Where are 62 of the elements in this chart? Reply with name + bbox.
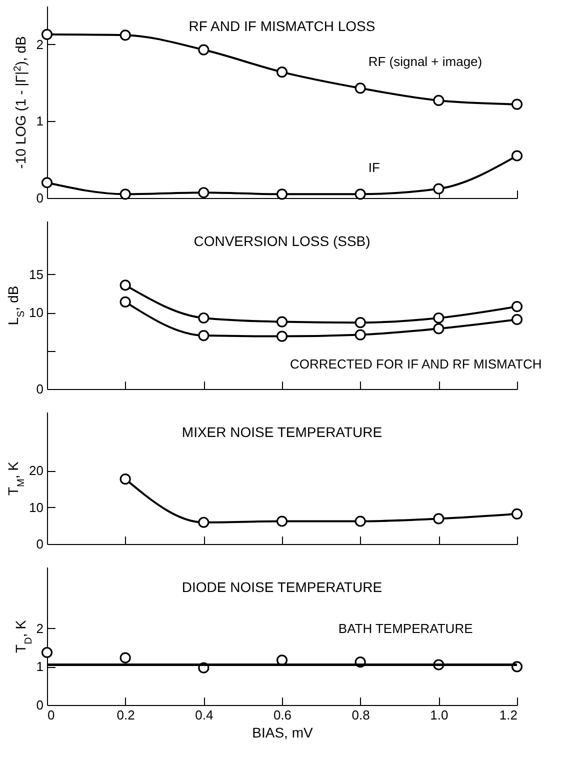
point bbox=[511, 314, 523, 326]
y-tick-label: 0 bbox=[36, 536, 44, 552]
point bbox=[511, 150, 523, 162]
point bbox=[41, 28, 53, 40]
x-tick-label: 0.8 bbox=[352, 708, 370, 722]
point bbox=[120, 280, 131, 291]
series-label: CORRECTED FOR IF AND RF MISMATCH bbox=[290, 356, 542, 372]
y-tick-label: 10 bbox=[29, 500, 44, 515]
point bbox=[41, 646, 53, 658]
point bbox=[276, 330, 288, 342]
y-tick-label: 0 bbox=[36, 698, 44, 712]
point bbox=[276, 516, 288, 527]
x-axis-title: BIAS, mV bbox=[252, 724, 314, 740]
point bbox=[198, 516, 210, 528]
x-tick-label: 0.2 bbox=[116, 708, 135, 722]
point bbox=[511, 508, 523, 520]
x-tick-label: 0.4 bbox=[195, 708, 214, 722]
point bbox=[433, 94, 444, 106]
text: DIODE NOISE TEMPERATURE bbox=[182, 579, 382, 595]
point bbox=[511, 98, 523, 110]
point bbox=[276, 66, 288, 78]
y-tick-label: 2 bbox=[36, 36, 44, 52]
point bbox=[198, 330, 210, 342]
point bbox=[354, 82, 366, 94]
point bbox=[198, 187, 210, 198]
point bbox=[120, 296, 131, 308]
point bbox=[198, 312, 210, 324]
y-tick-label: 20 bbox=[29, 463, 44, 478]
point bbox=[354, 317, 366, 328]
x-tick-label: 1.2 bbox=[499, 708, 518, 722]
x-tick-label: 0 bbox=[48, 708, 55, 722]
point bbox=[120, 30, 131, 41]
point bbox=[276, 188, 288, 200]
y-tick-label: 1 bbox=[36, 659, 44, 674]
y-tick-label: 10 bbox=[29, 305, 44, 320]
point bbox=[354, 516, 366, 527]
y-tick-label: 15 bbox=[29, 266, 44, 282]
point bbox=[120, 652, 131, 664]
point bbox=[198, 44, 210, 56]
y-tick-label: 2 bbox=[36, 620, 44, 636]
series-label: RF (signal + image) bbox=[368, 54, 482, 70]
point bbox=[433, 323, 444, 334]
x-tick-label: 0.6 bbox=[273, 708, 292, 722]
point bbox=[433, 513, 444, 524]
text: RF AND IF MISMATCH LOSS bbox=[188, 18, 376, 34]
point bbox=[41, 177, 53, 188]
point bbox=[120, 474, 131, 485]
series-label: IF bbox=[368, 160, 380, 176]
point bbox=[120, 188, 131, 200]
point bbox=[276, 316, 288, 328]
y-tick-label: 1 bbox=[36, 114, 44, 129]
point bbox=[511, 300, 523, 312]
y-tick-label: 0 bbox=[36, 382, 44, 396]
text: MIXER NOISE TEMPERATURE bbox=[182, 424, 382, 440]
point bbox=[354, 329, 366, 340]
ref-line-label: BATH TEMPERATURE bbox=[338, 620, 474, 636]
point bbox=[433, 312, 444, 324]
point bbox=[354, 188, 366, 200]
y-tick-label: 0 bbox=[36, 190, 44, 206]
point bbox=[433, 183, 444, 194]
text: CONVERSION LOSS (SSB) bbox=[194, 233, 370, 249]
x-tick-label: 1.0 bbox=[430, 708, 448, 722]
